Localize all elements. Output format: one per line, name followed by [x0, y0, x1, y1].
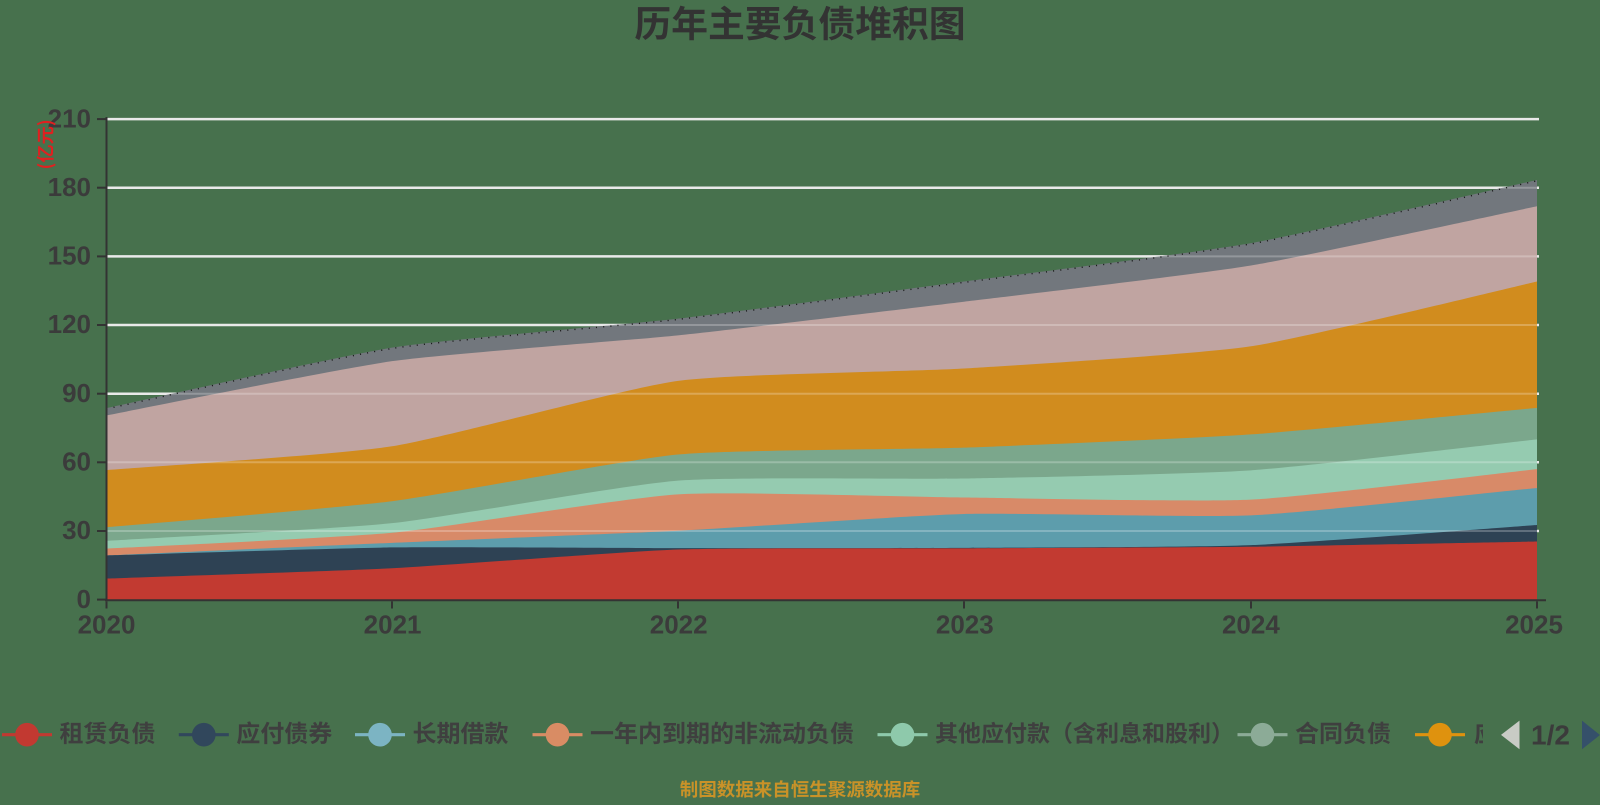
svg-text:2024: 2024: [1222, 610, 1280, 640]
svg-text:60: 60: [62, 447, 91, 477]
svg-text:150: 150: [48, 241, 91, 271]
svg-text:180: 180: [48, 172, 91, 202]
svg-text:120: 120: [48, 309, 91, 339]
svg-text:30: 30: [62, 515, 91, 545]
svg-text:90: 90: [62, 378, 91, 408]
svg-text:2021: 2021: [364, 610, 422, 640]
svg-text:210: 210: [48, 103, 91, 133]
svg-text:2023: 2023: [936, 610, 994, 640]
svg-text:0: 0: [77, 584, 91, 614]
svg-text:2025: 2025: [1505, 610, 1563, 640]
svg-text:2022: 2022: [650, 610, 708, 640]
svg-text:2020: 2020: [78, 610, 136, 640]
svg-text:1/2: 1/2: [1531, 720, 1570, 751]
